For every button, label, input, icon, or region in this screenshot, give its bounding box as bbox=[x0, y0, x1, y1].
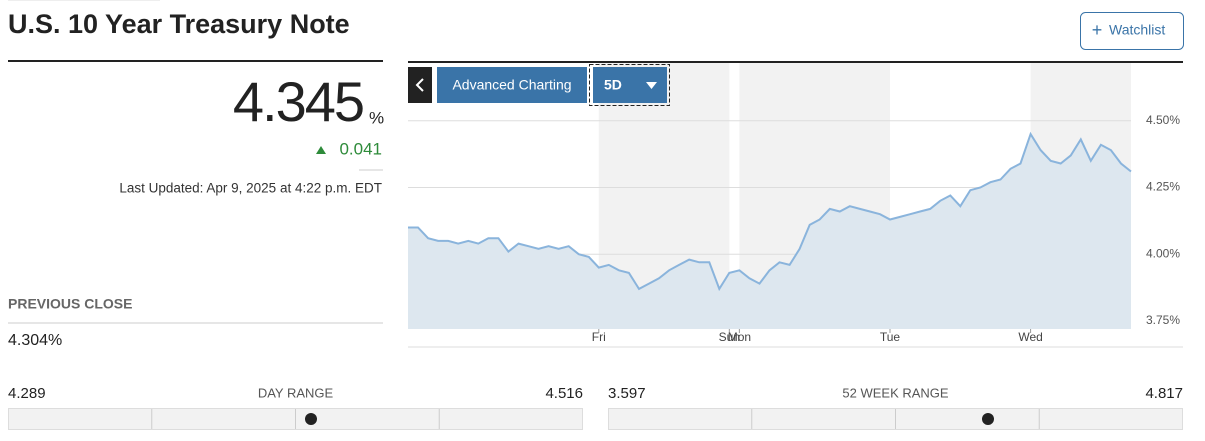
period-box[interactable] bbox=[593, 67, 667, 103]
advanced-label[interactable]: Advanced Charting bbox=[452, 77, 571, 93]
up-arrow bbox=[316, 146, 326, 154]
area-fill bbox=[408, 134, 1131, 329]
price-line bbox=[408, 131, 1132, 292]
ranges: 4.289 DAY RANGE 4.516 3.597 52 WEEK RANGE 4.8… bbox=[8, 385, 1183, 430]
plus-icon[interactable]: + bbox=[1092, 20, 1103, 40]
range-high: 4.516 bbox=[545, 385, 583, 402]
y-tick-label: 4.00% bbox=[1146, 246, 1180, 260]
period-button[interactable]: 5D bbox=[589, 64, 670, 106]
price-unit: % bbox=[369, 108, 384, 127]
last-updated: Last Updated: Apr 9, 2025 at 4:22 p.m. E… bbox=[119, 181, 382, 196]
y-tick-label: 4.25% bbox=[1146, 180, 1180, 194]
advanced-box[interactable] bbox=[437, 67, 587, 103]
prev-close-value: 4.304% bbox=[8, 332, 62, 349]
range-dot bbox=[982, 413, 994, 425]
watchlist-box[interactable] bbox=[1080, 12, 1184, 50]
y-tick-label: 4.50% bbox=[1146, 113, 1180, 127]
back-button[interactable] bbox=[408, 67, 432, 103]
range-low: 3.597 bbox=[608, 385, 646, 402]
price: 4.345 bbox=[233, 70, 363, 133]
watchlist-label[interactable]: Watchlist bbox=[1109, 22, 1165, 38]
period-label[interactable]: 5D bbox=[604, 77, 622, 93]
x-tick-label: Mon bbox=[728, 330, 751, 344]
change: 0.041 bbox=[339, 139, 382, 158]
back-icon[interactable] bbox=[415, 78, 424, 92]
x-tick-label: Tue bbox=[880, 330, 901, 344]
range-label: 52 WEEK RANGE bbox=[842, 385, 949, 400]
x-tick-label: Sun bbox=[719, 330, 740, 344]
x-tick-label: Wed bbox=[1018, 330, 1042, 344]
y-tick-label: 3.75% bbox=[1146, 313, 1180, 327]
back-box[interactable] bbox=[408, 67, 432, 103]
prev-close-label: PREVIOUS CLOSE bbox=[8, 296, 132, 312]
advanced-button[interactable]: Advanced Charting bbox=[437, 67, 587, 103]
range-high: 4.817 bbox=[1145, 385, 1183, 402]
range-low: 4.289 bbox=[8, 385, 46, 402]
period-focus[interactable] bbox=[589, 64, 670, 106]
x-tick-label: Fri bbox=[592, 330, 606, 344]
title: U.S. 10 Year Treasury Note bbox=[8, 9, 350, 39]
range-label: DAY RANGE bbox=[258, 385, 334, 400]
range-dot bbox=[305, 413, 317, 425]
watchlist-button[interactable]: + Watchlist bbox=[1080, 12, 1184, 50]
period-caret[interactable] bbox=[646, 82, 657, 89]
